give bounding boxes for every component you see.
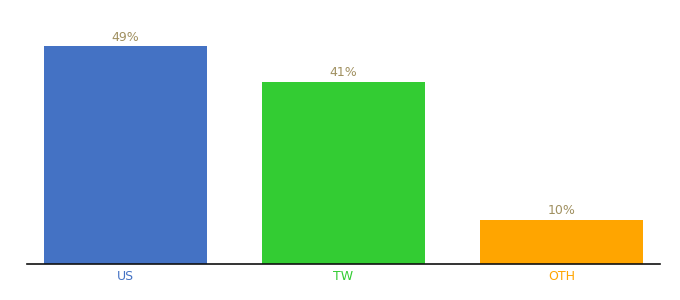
Bar	[262, 82, 425, 264]
Text: 10%: 10%	[547, 204, 575, 217]
Text: 49%: 49%	[112, 31, 139, 44]
Text: 41%: 41%	[330, 67, 357, 80]
Bar	[479, 220, 643, 264]
Bar	[44, 46, 207, 264]
